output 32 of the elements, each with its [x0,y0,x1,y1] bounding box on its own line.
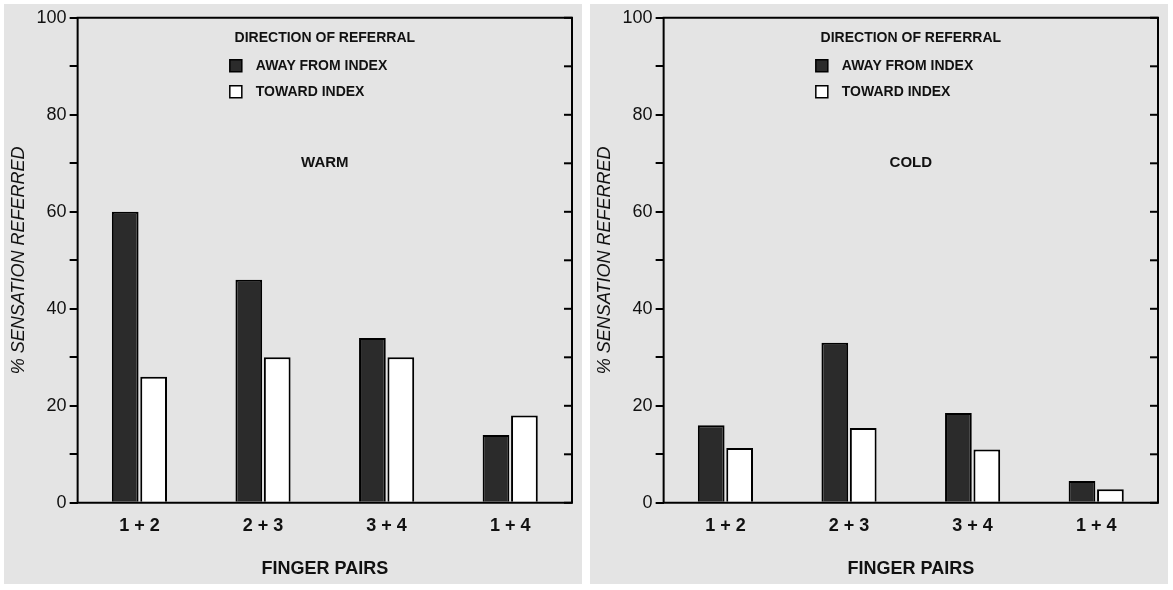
annotation: COLD [889,153,933,171]
y-tick-label: 80 [632,103,653,124]
y-tick-label: 80 [46,103,67,124]
y-tick-label: 60 [46,200,67,221]
x-tick-label: 2 + 3 [242,514,284,535]
y-tick-label: 60 [632,200,653,221]
y-tick-label: 0 [56,491,67,512]
legend-title: DIRECTION OF REFERRAL [820,28,1002,45]
x-tick-label: 3 + 4 [366,514,407,535]
x-axis-title: FINGER PAIRS [261,558,389,579]
legend-label: TOWARD INDEX [255,82,366,99]
x-tick-label: 2 + 3 [828,514,870,535]
annotation: WARM [301,153,349,171]
x-axis-title: FINGER PAIRS [847,558,975,579]
x-tick-label: 1 + 2 [119,514,160,535]
x-tick-label: 1 + 4 [1075,514,1117,535]
y-tick-label: 0 [642,491,653,512]
y-axis-title: % SENSATION REFERRED [7,146,28,375]
y-tick-label: 100 [36,6,67,27]
y-tick-label: 40 [632,297,653,318]
x-tick-label: 1 + 2 [705,514,746,535]
y-tick-label: 20 [632,394,653,415]
y-axis-title: % SENSATION REFERRED [593,146,614,375]
x-tick-label: 3 + 4 [952,514,993,535]
y-tick-label: 100 [622,6,653,27]
legend-label: AWAY FROM INDEX [841,56,974,73]
y-tick-label: 40 [46,297,67,318]
legend-title: DIRECTION OF REFERRAL [234,28,416,45]
legend-label: AWAY FROM INDEX [255,56,388,73]
y-tick-label: 20 [46,394,67,415]
legend-label: TOWARD INDEX [841,82,952,99]
x-tick-label: 1 + 4 [489,514,531,535]
